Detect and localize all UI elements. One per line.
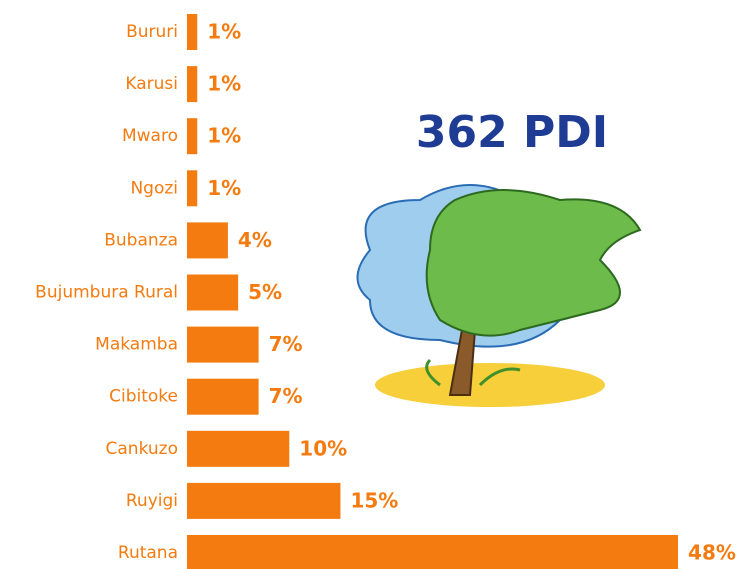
value-label: 1% xyxy=(207,124,241,148)
value-label: 7% xyxy=(269,384,303,408)
value-label: 4% xyxy=(238,228,272,252)
category-label: Ruyigi xyxy=(126,491,178,511)
value-label: 1% xyxy=(207,176,241,200)
bar xyxy=(187,222,228,258)
value-label: 1% xyxy=(207,72,241,96)
category-label: Bubanza xyxy=(104,230,178,250)
chart: 362 PDI Bururi 1% Karusi 1% Mwaro 1% Ngozi 1% Bu… xyxy=(0,0,743,569)
bar xyxy=(187,535,678,569)
category-label: Mwaro xyxy=(122,126,178,146)
category-label: Bujumbura Rural xyxy=(35,283,178,303)
annotation: 362 PDI xyxy=(416,107,608,158)
value-label: 48% xyxy=(688,541,736,565)
bar xyxy=(187,379,259,415)
bar xyxy=(187,170,197,206)
bar xyxy=(187,118,197,154)
category-label: Cibitoke xyxy=(109,387,178,407)
category-label: Bururi xyxy=(126,22,178,42)
value-label: 7% xyxy=(269,332,303,356)
category-label: Rutana xyxy=(118,543,178,563)
category-label: Makamba xyxy=(95,335,178,355)
value-label: 5% xyxy=(248,280,282,304)
bar xyxy=(187,327,259,363)
value-label: 10% xyxy=(299,436,347,460)
value-label: 1% xyxy=(207,20,241,44)
category-label: Karusi xyxy=(125,74,178,94)
bar xyxy=(187,275,238,311)
bar xyxy=(187,66,197,102)
page: 362 PDI Bururi 1% Karusi 1% Mwaro 1% Ngozi 1% Bu… xyxy=(0,0,743,569)
value-label: 15% xyxy=(350,488,398,512)
bar xyxy=(187,483,340,519)
bar xyxy=(187,14,197,50)
category-label: Cankuzo xyxy=(106,439,178,459)
category-label: Ngozi xyxy=(130,178,178,198)
bar xyxy=(187,431,289,467)
tree-illustration xyxy=(358,185,641,407)
